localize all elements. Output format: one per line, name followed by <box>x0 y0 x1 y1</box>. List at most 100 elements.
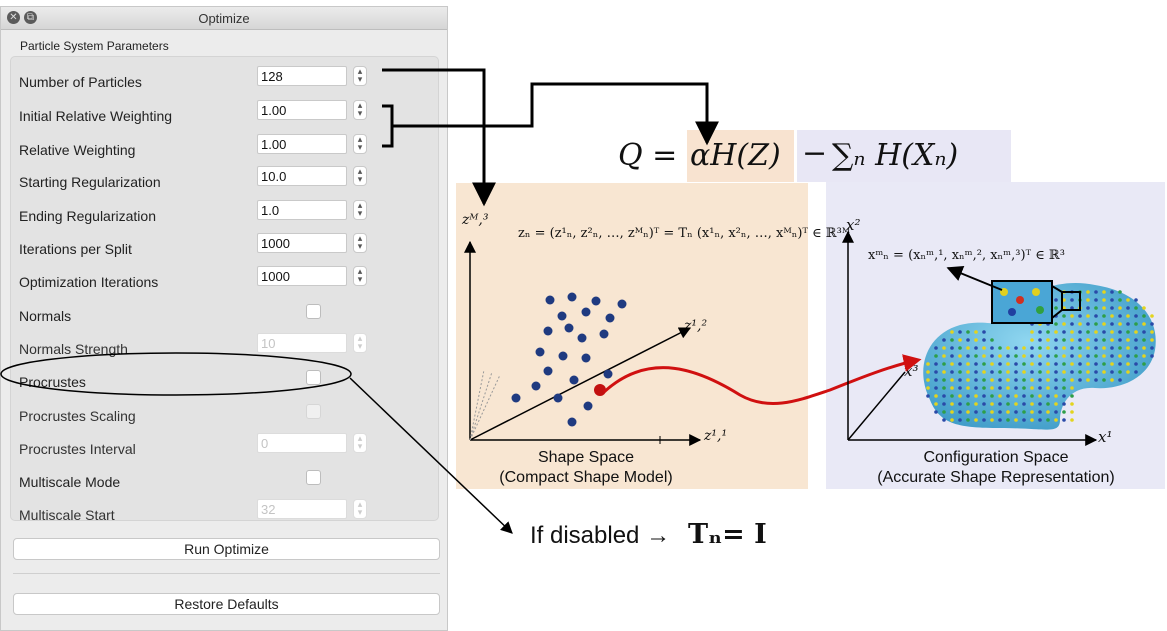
procrustes-checkbox[interactable] <box>306 370 321 385</box>
surface-particle <box>982 402 986 406</box>
shape-point <box>603 369 613 379</box>
optimization-iterations-spinner-icon[interactable]: ▴ ▾ <box>353 266 367 286</box>
starting-regularization-input[interactable]: 10.0 <box>257 166 347 186</box>
surface-particle <box>958 346 962 350</box>
surface-particle <box>1014 362 1018 366</box>
surface-particle <box>1150 314 1154 318</box>
relative-weighting-input[interactable]: 1.00 <box>257 134 347 154</box>
equation-minus: − <box>802 136 828 171</box>
surface-particle <box>1046 402 1050 406</box>
config-space-subcaption: (Accurate Shape Representation) <box>877 469 1115 486</box>
surface-particle <box>942 338 946 342</box>
surface-particle <box>1078 322 1082 326</box>
surface-particle <box>1134 362 1138 366</box>
surface-particle <box>950 394 954 398</box>
surface-particle <box>1046 330 1050 334</box>
surface-particle <box>1030 346 1034 350</box>
surface-particle <box>1086 378 1090 382</box>
surface-particle <box>1110 322 1114 326</box>
surface-particle <box>1006 354 1010 358</box>
param-label: Starting Regularization <box>19 174 161 190</box>
param-row-procrustes-scaling: Procrustes Scaling <box>19 401 439 434</box>
surface-particle <box>1086 346 1090 350</box>
initial-relative-weighting-input[interactable]: 1.00 <box>257 100 347 120</box>
surface-particle <box>1030 378 1034 382</box>
relative-weighting-spinner-icon[interactable]: ▴ ▾ <box>353 134 367 154</box>
surface-particle <box>1142 346 1146 350</box>
shape-point <box>617 299 627 309</box>
shape-point <box>567 417 577 427</box>
restore-window-icon[interactable]: ⧉ <box>24 11 37 24</box>
iterations-per-split-input[interactable]: 1000 <box>257 233 347 253</box>
shape-space-caption: Shape Space <box>537 449 635 466</box>
surface-particle <box>1062 402 1066 406</box>
surface-particle <box>926 394 930 398</box>
surface-particle <box>1054 322 1058 326</box>
surface-particle <box>1134 306 1138 310</box>
surface-particle <box>1110 378 1114 382</box>
optimization-iterations-input[interactable]: 1000 <box>257 266 347 286</box>
surface-particle <box>1062 362 1066 366</box>
surface-particle <box>1030 402 1034 406</box>
number-of-particles-spinner-icon[interactable]: ▴ ▾ <box>353 66 367 86</box>
surface-particle <box>1054 306 1058 310</box>
group-title: Particle System Parameters <box>20 39 169 53</box>
surface-particle <box>1110 362 1114 366</box>
close-icon[interactable]: ✕ <box>7 11 20 24</box>
inset-connector <box>1051 285 1063 293</box>
surface-particle <box>998 354 1002 358</box>
shape-point <box>569 375 579 385</box>
param-row-multiscale-mode: Multiscale Mode <box>19 467 439 500</box>
surface-particle <box>1014 410 1018 414</box>
surface-particle <box>1070 410 1074 414</box>
surface-particle <box>1062 418 1066 422</box>
iterations-per-split-spinner-icon[interactable]: ▴ ▾ <box>353 233 367 253</box>
axis-label-x2: x² <box>846 216 861 234</box>
surface-particle <box>1054 338 1058 342</box>
surface-particle <box>1102 330 1106 334</box>
surface-particle <box>1126 330 1130 334</box>
surface-particle <box>942 370 946 374</box>
initial-relative-weighting-spinner-icon[interactable]: ▴ ▾ <box>353 100 367 120</box>
surface-particle <box>1094 290 1098 294</box>
surface-particle <box>1038 370 1042 374</box>
shape-axis-diagonal <box>469 327 692 441</box>
surface-particle <box>1054 362 1058 366</box>
multiscale-mode-checkbox[interactable] <box>306 470 321 485</box>
surface-particle <box>990 418 994 422</box>
surface-particle <box>1126 362 1130 366</box>
surface-particle <box>990 354 994 358</box>
number-of-particles-input[interactable]: 128 <box>257 66 347 86</box>
surface-particle <box>958 418 962 422</box>
run-optimize-button[interactable]: Run Optimize <box>13 538 440 560</box>
surface-particle <box>1046 378 1050 382</box>
normals-checkbox[interactable] <box>306 304 321 319</box>
surface-particle <box>1062 410 1066 414</box>
restore-defaults-button[interactable]: Restore Defaults <box>13 593 440 615</box>
shape-point <box>567 292 577 302</box>
surface-particle <box>1142 322 1146 326</box>
inset-particle <box>1016 296 1024 304</box>
surface-particle <box>966 346 970 350</box>
param-label: Procrustes Interval <box>19 441 136 457</box>
surface-particle <box>1038 330 1042 334</box>
surface-particle <box>950 402 954 406</box>
starting-regularization-spinner-icon[interactable]: ▴ ▾ <box>353 166 367 186</box>
surface-particle <box>982 338 986 342</box>
surface-particle <box>1094 362 1098 366</box>
surface-particle <box>1038 346 1042 350</box>
param-row-ending-regularization: Ending Regularization 1.0 ▴ ▾ <box>19 200 439 234</box>
surface-particle <box>998 386 1002 390</box>
shape-point <box>557 311 567 321</box>
surface-particle <box>998 378 1002 382</box>
surface-particle <box>1006 386 1010 390</box>
surface-particle <box>1094 330 1098 334</box>
ending-regularization-spinner-icon[interactable]: ▴ ▾ <box>353 200 367 220</box>
surface-particle <box>1054 410 1058 414</box>
param-label: Optimization Iterations <box>19 274 159 290</box>
axis-label-z11: z¹,¹ <box>704 428 728 444</box>
ending-regularization-input[interactable]: 1.0 <box>257 200 347 220</box>
surface-particle <box>1086 290 1090 294</box>
surface-particle <box>1142 306 1146 310</box>
surface-particle <box>1086 354 1090 358</box>
